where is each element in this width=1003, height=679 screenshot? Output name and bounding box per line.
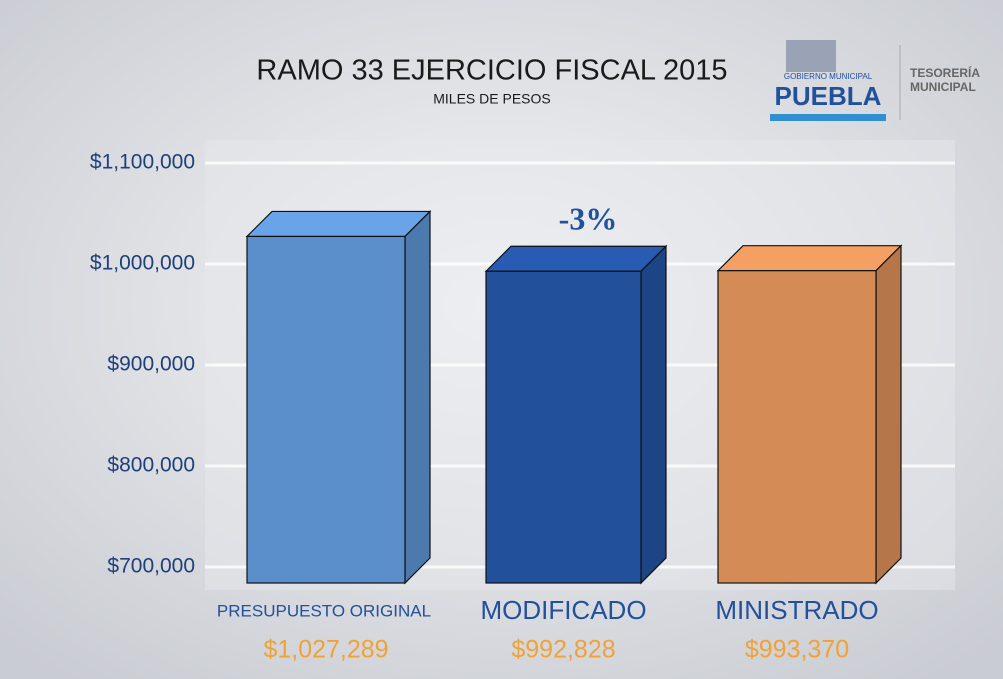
value-label: $992,828 bbox=[511, 636, 615, 664]
logo-top: GOBIERNO MUNICIPAL bbox=[784, 72, 873, 81]
bar-top bbox=[716, 245, 903, 272]
y-tick-label: $700,000 bbox=[107, 555, 195, 578]
y-tick-label: $900,000 bbox=[107, 353, 195, 376]
bar-top bbox=[484, 245, 668, 272]
chart-subtitle: MILES DE PESOS bbox=[433, 91, 550, 107]
bar bbox=[484, 244, 668, 585]
value-label: $993,370 bbox=[745, 636, 849, 664]
x-tick-label: MINISTRADO bbox=[715, 595, 878, 625]
x-tick-label: PRESUPUESTO ORIGINAL bbox=[217, 601, 431, 620]
bar-side bbox=[640, 244, 667, 585]
y-tick-label: $1,100,000 bbox=[90, 151, 195, 174]
x-tick-label: MODIFICADO bbox=[480, 595, 646, 625]
bar bbox=[245, 209, 432, 585]
bar-front bbox=[246, 235, 406, 584]
logo-name: PUEBLA bbox=[775, 81, 882, 111]
bar bbox=[716, 244, 903, 585]
y-tick-label: $800,000 bbox=[107, 454, 195, 477]
bar-side bbox=[875, 244, 902, 585]
logo-building bbox=[786, 40, 836, 72]
annotation: -3% bbox=[559, 200, 618, 236]
value-label: $1,027,289 bbox=[263, 636, 388, 664]
bar-front bbox=[717, 270, 877, 584]
logo-side: TESORERÍA bbox=[910, 65, 980, 80]
bar-top bbox=[245, 210, 432, 238]
y-tick-label: $1,000,000 bbox=[90, 252, 195, 275]
logo-stripe bbox=[770, 114, 886, 121]
bar-side bbox=[404, 209, 431, 585]
bar-front bbox=[485, 270, 642, 584]
logo: GOBIERNO MUNICIPAL PUEBLA TESORERÍA MUNI… bbox=[770, 40, 980, 121]
chart-title: RAMO 33 EJERCICIO FISCAL 2015 bbox=[256, 55, 727, 87]
logo-side: MUNICIPAL bbox=[910, 80, 976, 94]
